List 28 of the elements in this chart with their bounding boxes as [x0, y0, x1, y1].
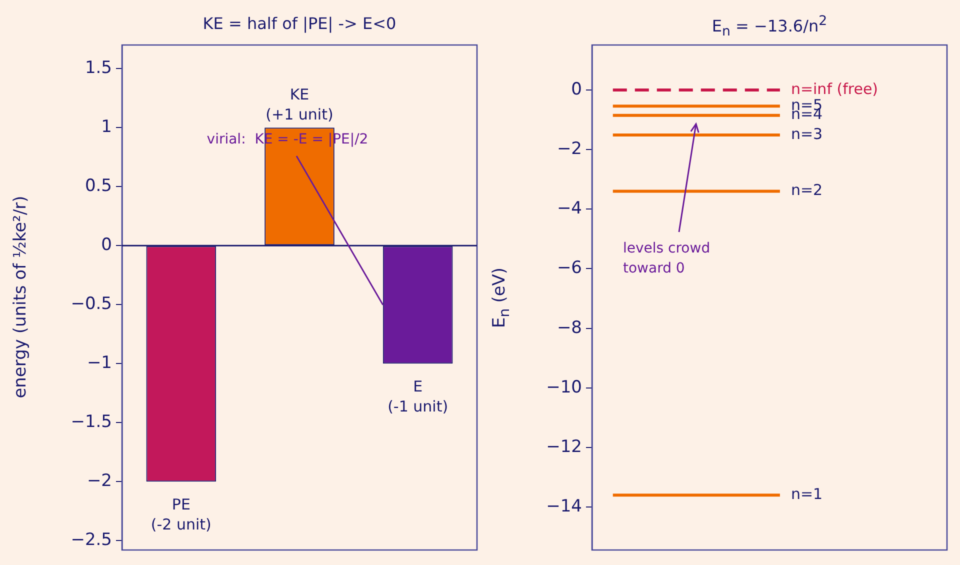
y-tick-label: 1 [101, 117, 112, 138]
y-tick-label: −2.5 [70, 530, 112, 550]
y-tick-label: −10 [546, 377, 582, 398]
y-tick-label: 0 [101, 235, 112, 256]
y-tick-label: −1 [86, 352, 112, 373]
y-tick-label: −14 [546, 496, 582, 517]
y-tick-label: −6 [556, 258, 582, 278]
series-label: n=inf (free) [790, 80, 878, 98]
y-tick-label: −2 [556, 138, 582, 159]
y-tick-label: −2 [86, 470, 112, 491]
y-tick-label: 0.5 [84, 176, 112, 196]
y-tick-label: 0 [571, 79, 582, 100]
chart-title: E$_{n}$ = −13.6/n$^{2}$ [710, 14, 828, 40]
data-label: E (-1 unit) [388, 378, 448, 416]
y-tick-label: −0.5 [70, 294, 112, 314]
y-tick-label: −12 [546, 436, 582, 457]
y-tick-label: −4 [556, 198, 582, 219]
annotation: levels crowd toward 0 [623, 240, 710, 277]
y-tick-label: −1.5 [70, 412, 112, 432]
series-label: n=2 [790, 181, 823, 200]
data-label: KE (+1 unit) [266, 86, 334, 124]
data-label: PE (-2 unit) [150, 496, 212, 534]
y-axis-title: energy (units of ½ke²/r) [10, 196, 30, 398]
y-tick-label: −8 [556, 318, 582, 338]
chart-title: KE = half of |PE| -> E<0 [202, 14, 398, 33]
series-label: n=3 [790, 124, 823, 143]
series-label: n=1 [790, 485, 823, 504]
y-tick-label: 1.5 [84, 58, 112, 78]
